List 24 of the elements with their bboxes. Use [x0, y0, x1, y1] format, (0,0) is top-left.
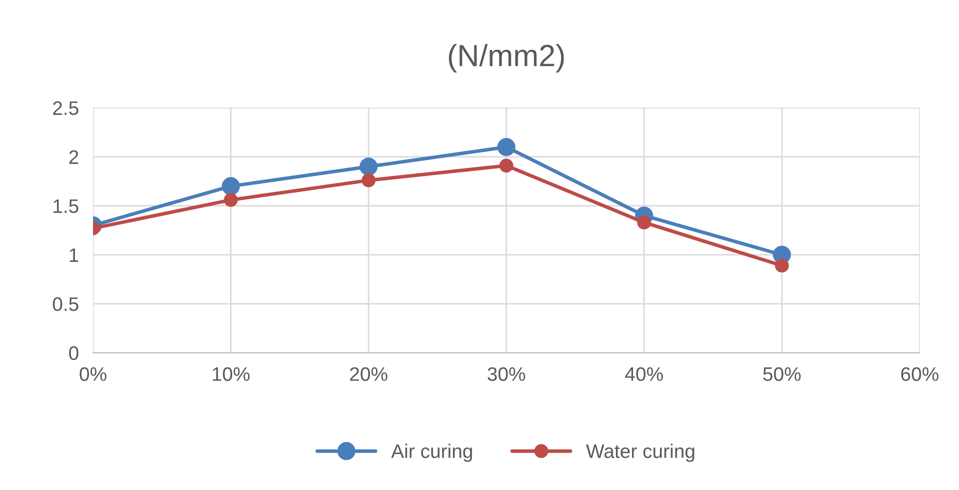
y-tick-label: 0	[69, 346, 78, 360]
legend-label: Air curing	[391, 444, 472, 462]
point	[362, 173, 376, 188]
point	[637, 216, 652, 230]
point	[224, 192, 238, 207]
x-tick-label: 20%	[350, 367, 388, 381]
x-tick-label: 60%	[901, 367, 938, 381]
point	[499, 158, 514, 173]
point	[774, 258, 789, 273]
y-tick-label: 0.5	[52, 297, 78, 312]
y-tick-label: 2.5	[53, 101, 78, 116]
x-tick-label: 50%	[763, 367, 801, 381]
chart-title: (N/mm2)	[448, 44, 564, 72]
x-tick-label: 30%	[488, 367, 526, 381]
y-tick-label: 1	[70, 248, 78, 262]
x-tick-label: 0%	[80, 367, 106, 381]
legend-label: Water curing	[586, 444, 694, 462]
x-tick-label: 10%	[212, 367, 250, 381]
y-tick-label: 1.5	[54, 199, 78, 214]
y-tick-label: 2	[69, 150, 78, 164]
x-tick-label: 40%	[625, 367, 663, 381]
point	[360, 158, 378, 176]
point	[497, 138, 516, 156]
point	[222, 177, 240, 196]
